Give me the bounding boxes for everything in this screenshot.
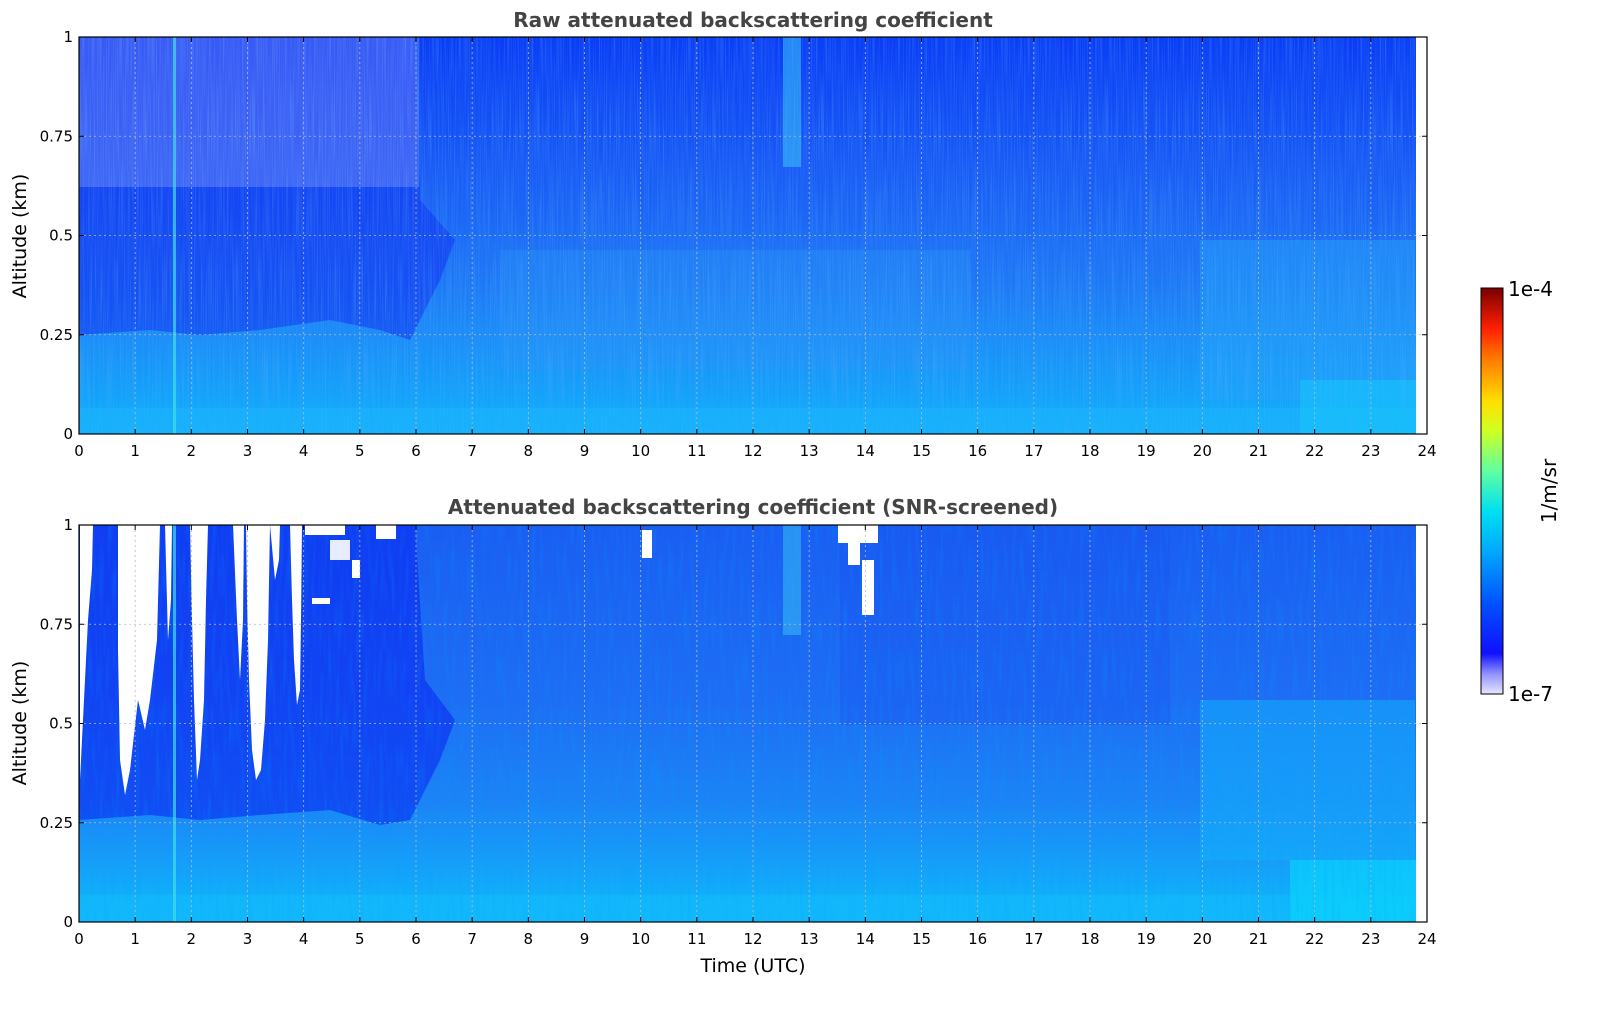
y-axis-label: Altitude (km): [9, 661, 31, 786]
y-tick-label: 1: [63, 516, 73, 534]
x-tick-label: 20: [1193, 930, 1212, 948]
x-tick-label: 1: [130, 442, 140, 460]
x-tick-label: 22: [1305, 442, 1324, 460]
x-tick-label: 4: [299, 442, 309, 460]
colorbar-min-label: 1e-7: [1508, 682, 1553, 706]
x-tick-label: 10: [631, 442, 650, 460]
x-tick-label: 0: [74, 930, 84, 948]
y-axis-raw: 0 0.25 0.5 0.75 1: [40, 28, 1427, 443]
x-tick-label: 21: [1249, 930, 1268, 948]
x-tick-label: 12: [743, 442, 762, 460]
y-tick-label: 0.5: [49, 227, 73, 245]
x-tick-label: 3: [243, 930, 253, 948]
x-tick-label: 15: [912, 442, 931, 460]
y-tick-label: 0.75: [40, 615, 73, 633]
x-tick-label: 8: [524, 442, 534, 460]
y-tick-label: 0: [63, 425, 73, 443]
y-tick-label: 0.25: [40, 814, 73, 832]
y-tick-label: 0.25: [40, 326, 73, 344]
x-tick-label: 18: [1080, 442, 1099, 460]
grid-raw: [79, 37, 1427, 434]
y-tick-label: 0.5: [49, 715, 73, 733]
x-tick-label: 16: [968, 930, 987, 948]
x-tick-label: 6: [411, 442, 421, 460]
x-tick-label: 9: [580, 930, 590, 948]
x-tick-label: 18: [1080, 930, 1099, 948]
x-tick-label: 4: [299, 930, 309, 948]
x-tick-label: 3: [243, 442, 253, 460]
x-tick-label: 14: [856, 442, 875, 460]
y-tick-label: 0.75: [40, 127, 73, 145]
x-tick-label: 22: [1305, 930, 1324, 948]
grid-screened: [79, 525, 1427, 922]
y-tick-label: 1: [63, 28, 73, 46]
x-tick-label: 23: [1361, 930, 1380, 948]
heatmap-raw: [79, 37, 1416, 434]
x-tick-label: 13: [800, 442, 819, 460]
x-tick-label: 17: [1024, 930, 1043, 948]
x-tick-label: 21: [1249, 442, 1268, 460]
colorbar-max-label: 1e-4: [1508, 277, 1553, 301]
y-tick-label: 0: [63, 913, 73, 931]
x-tick-label: 11: [687, 442, 706, 460]
x-tick-label: 16: [968, 442, 987, 460]
x-tick-label: 1: [130, 930, 140, 948]
x-tick-label: 5: [355, 442, 365, 460]
x-tick-label: 11: [687, 930, 706, 948]
x-tick-label: 0: [74, 442, 84, 460]
x-tick-label: 15: [912, 930, 931, 948]
panel-screened-backscatter: Attenuated backscattering coefficient (S…: [9, 495, 1437, 977]
panel-title: Attenuated backscattering coefficient (S…: [448, 495, 1058, 519]
x-tick-label: 12: [743, 930, 762, 948]
x-tick-label: 6: [411, 930, 421, 948]
x-tick-label: 19: [1137, 442, 1156, 460]
x-tick-label: 19: [1137, 930, 1156, 948]
x-axis-label: Time (UTC): [699, 955, 805, 977]
x-tick-label: 24: [1417, 930, 1436, 948]
x-tick-label: 9: [580, 442, 590, 460]
x-axis-screened: 0 1 2 3 4 5 6 7 8 9 10 11 12 13 14 15 16 17 18 19 20 21 22 23 24: [74, 525, 1437, 948]
x-tick-label: 7: [467, 930, 477, 948]
x-tick-label: 17: [1024, 442, 1043, 460]
x-tick-label: 8: [524, 930, 534, 948]
panel-raw-backscatter: Raw attenuated backscattering coefficien…: [9, 8, 1437, 460]
x-tick-label: 2: [187, 930, 197, 948]
x-tick-label: 13: [800, 930, 819, 948]
x-tick-label: 23: [1361, 442, 1380, 460]
colorbar: 1e-4 1e-7 1/m/sr: [1480, 277, 1561, 706]
x-tick-label: 2: [187, 442, 197, 460]
x-tick-label: 20: [1193, 442, 1212, 460]
y-axis-screened: 0 0.25 0.5 0.75 1: [40, 516, 1427, 931]
heatmap-screened: [79, 525, 1416, 922]
x-tick-label: 14: [856, 930, 875, 948]
panel-title: Raw attenuated backscattering coefficien…: [513, 8, 993, 32]
x-tick-label: 5: [355, 930, 365, 948]
x-tick-label: 7: [467, 442, 477, 460]
x-tick-label: 10: [631, 930, 650, 948]
x-tick-label: 24: [1417, 442, 1436, 460]
colorbar-gradient: [1480, 287, 1504, 695]
y-axis-label: Altitude (km): [9, 174, 31, 299]
x-axis-raw: 0 1 2 3 4 5 6 7 8 9 10 11 12 13 14 15 16 17 18 19 20 21 22 23 24: [74, 37, 1437, 460]
colorbar-unit-label: 1/m/sr: [1537, 458, 1561, 523]
